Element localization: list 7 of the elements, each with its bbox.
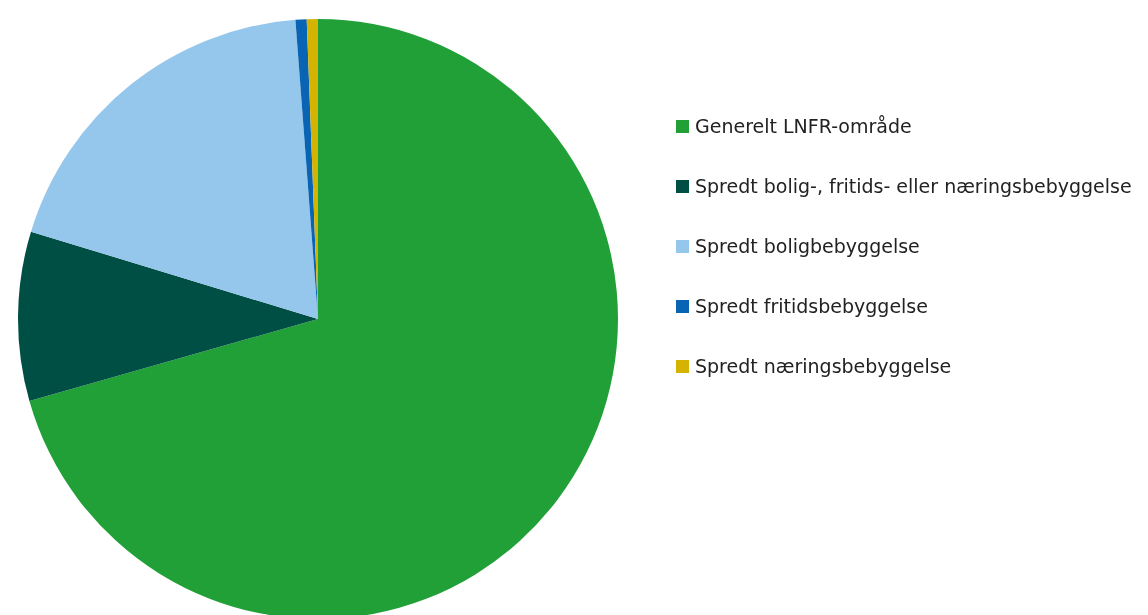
pie-slice [18,231,318,401]
legend-label: Generelt LNFR-område [695,114,912,139]
legend-label: Spredt næringsbebyggelse [695,354,952,379]
pie-slice [30,19,318,319]
legend-label: Spredt fritidsbebyggelse [695,294,928,319]
legend-label: Spredt bolig-, fritids- eller næringsbebyggelse [695,174,1132,199]
legend-label: Spredt boligbebyggelse [695,234,920,259]
